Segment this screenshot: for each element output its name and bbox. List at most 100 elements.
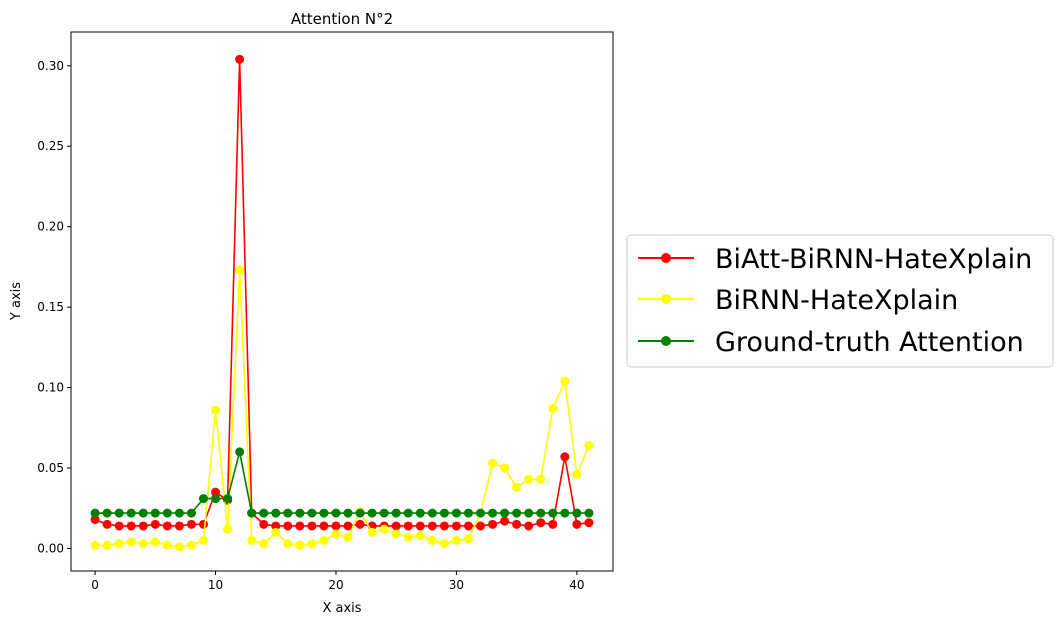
data-point [90, 540, 100, 550]
data-point [403, 532, 413, 542]
data-point [500, 508, 510, 518]
data-point [512, 508, 522, 518]
data-point [379, 508, 389, 518]
data-point [150, 519, 160, 529]
data-point [343, 521, 353, 531]
data-point [211, 494, 221, 504]
chart-title: Attention N°2 [291, 10, 393, 28]
data-point [415, 531, 425, 541]
data-point [283, 539, 293, 549]
data-point [283, 508, 293, 518]
data-point [162, 521, 172, 531]
data-point [271, 527, 281, 537]
legend-label: BiRNN-HateXplain [715, 285, 958, 316]
data-point [138, 539, 148, 549]
data-point [343, 508, 353, 518]
data-point [259, 539, 269, 549]
data-point [331, 529, 341, 539]
y-tick-label: 0.05 [37, 461, 64, 475]
data-point [198, 535, 208, 545]
plot-series [90, 54, 594, 552]
data-point [319, 521, 329, 531]
legend-marker [661, 294, 671, 304]
y-axis-label: Y axis [9, 282, 24, 321]
data-point [235, 54, 245, 64]
data-point [186, 540, 196, 550]
x-axis-ticks: 0 10 20 30 40 [91, 571, 585, 592]
series-1 [90, 54, 594, 531]
data-point [500, 516, 510, 526]
data-point [114, 539, 124, 549]
data-point [174, 542, 184, 552]
y-axis-ticks: 0.00 0.05 0.10 0.15 0.20 0.25 0.30 [37, 59, 71, 555]
data-point [512, 519, 522, 529]
legend-entry: BiAtt-BiRNN-HateXplain [638, 244, 1032, 275]
data-point [331, 521, 341, 531]
data-point [90, 515, 100, 525]
data-point [90, 508, 100, 518]
data-point [439, 521, 449, 531]
data-point [247, 535, 257, 545]
data-point [319, 535, 329, 545]
legend-entry: BiRNN-HateXplain [638, 285, 958, 316]
data-point [391, 521, 401, 531]
plot-frame [70, 31, 614, 572]
data-point [367, 527, 377, 537]
data-point [500, 463, 510, 473]
data-point [102, 519, 112, 529]
data-point [572, 519, 582, 529]
data-point [403, 508, 413, 518]
data-point [126, 508, 136, 518]
data-point [307, 521, 317, 531]
data-point [391, 529, 401, 539]
y-tick-label: 0.25 [37, 139, 64, 153]
data-point [463, 521, 473, 531]
data-point [355, 519, 365, 529]
data-point [488, 519, 498, 529]
data-point [138, 521, 148, 531]
data-point [355, 508, 365, 518]
data-point [415, 521, 425, 531]
data-point [536, 518, 546, 528]
legend-label: BiAtt-BiRNN-HateXplain [715, 244, 1032, 275]
data-point [198, 519, 208, 529]
data-point [223, 494, 233, 504]
data-point [403, 521, 413, 531]
data-point [102, 540, 112, 550]
data-point [319, 508, 329, 518]
legend-marker [661, 336, 671, 346]
data-point [186, 508, 196, 518]
legend-box [626, 234, 1054, 368]
data-point [283, 521, 293, 531]
y-tick-label: 0.10 [37, 381, 64, 395]
legend-label: Ground-truth Attention [715, 327, 1024, 358]
data-point [451, 508, 461, 518]
data-point [560, 452, 570, 462]
data-point [150, 537, 160, 547]
data-point [572, 508, 582, 518]
data-point [174, 521, 184, 531]
data-point [476, 521, 486, 531]
legend-entry: Ground-truth Attention [638, 327, 1024, 358]
data-point [524, 508, 534, 518]
data-point [211, 487, 221, 497]
data-point [379, 524, 389, 534]
x-tick-label: 0 [91, 578, 99, 592]
data-point [536, 474, 546, 484]
data-point [247, 508, 257, 518]
data-point [126, 521, 136, 531]
x-axis-label: X axis [322, 601, 361, 616]
data-point [463, 534, 473, 544]
data-point [211, 405, 221, 415]
data-point [343, 532, 353, 542]
data-point [174, 508, 184, 518]
data-point [114, 521, 124, 531]
data-point [439, 539, 449, 549]
y-tick-label: 0.00 [37, 541, 64, 555]
x-tick-label: 30 [449, 578, 464, 592]
data-point [560, 376, 570, 386]
y-tick-label: 0.15 [37, 300, 64, 314]
data-point [126, 537, 136, 547]
data-point [463, 508, 473, 518]
data-point [451, 535, 461, 545]
